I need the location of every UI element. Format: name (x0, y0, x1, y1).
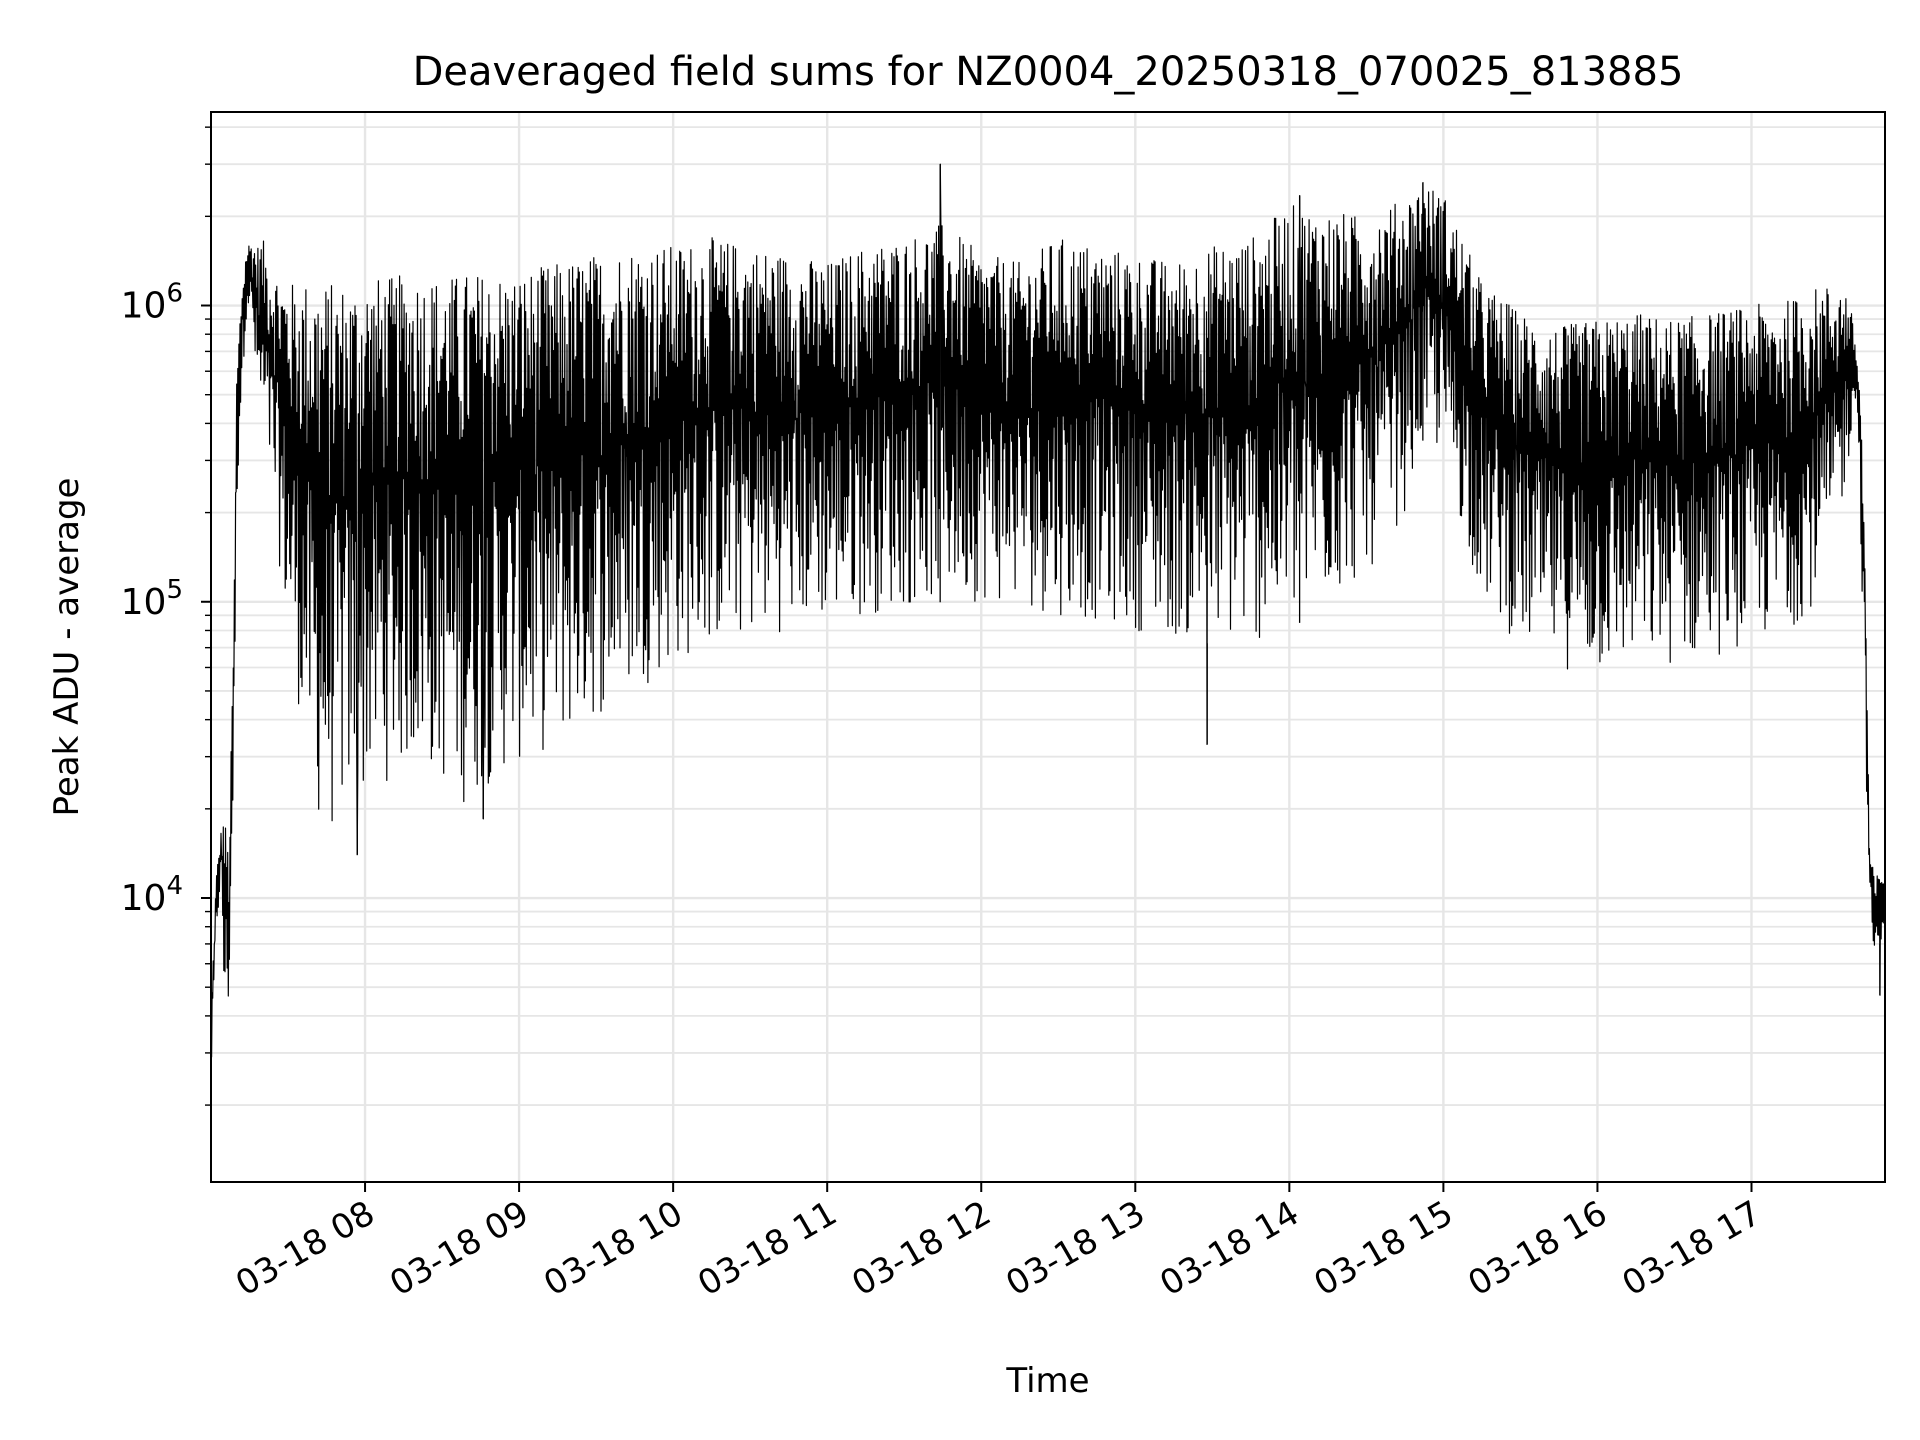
y-tick-label-base: 10 (121, 582, 167, 623)
y-tick-label: 105 (121, 575, 183, 623)
chart-title: Deaveraged field sums for NZ0004_2025031… (413, 49, 1684, 95)
y-tick-label-exponent: 5 (166, 575, 183, 605)
y-axis-label: Peak ADU - average (47, 478, 87, 817)
y-tick-label-exponent: 6 (166, 279, 183, 309)
y-tick-label: 104 (121, 871, 183, 919)
y-tick-label-base: 10 (121, 286, 167, 327)
y-tick-label: 106 (121, 279, 183, 327)
x-axis-label: Time (1005, 1361, 1089, 1401)
series-line (210, 163, 1886, 1058)
y-tick-label-base: 10 (121, 878, 167, 919)
y-tick-label-exponent: 4 (166, 871, 183, 901)
data-line-layer (210, 163, 1886, 1058)
